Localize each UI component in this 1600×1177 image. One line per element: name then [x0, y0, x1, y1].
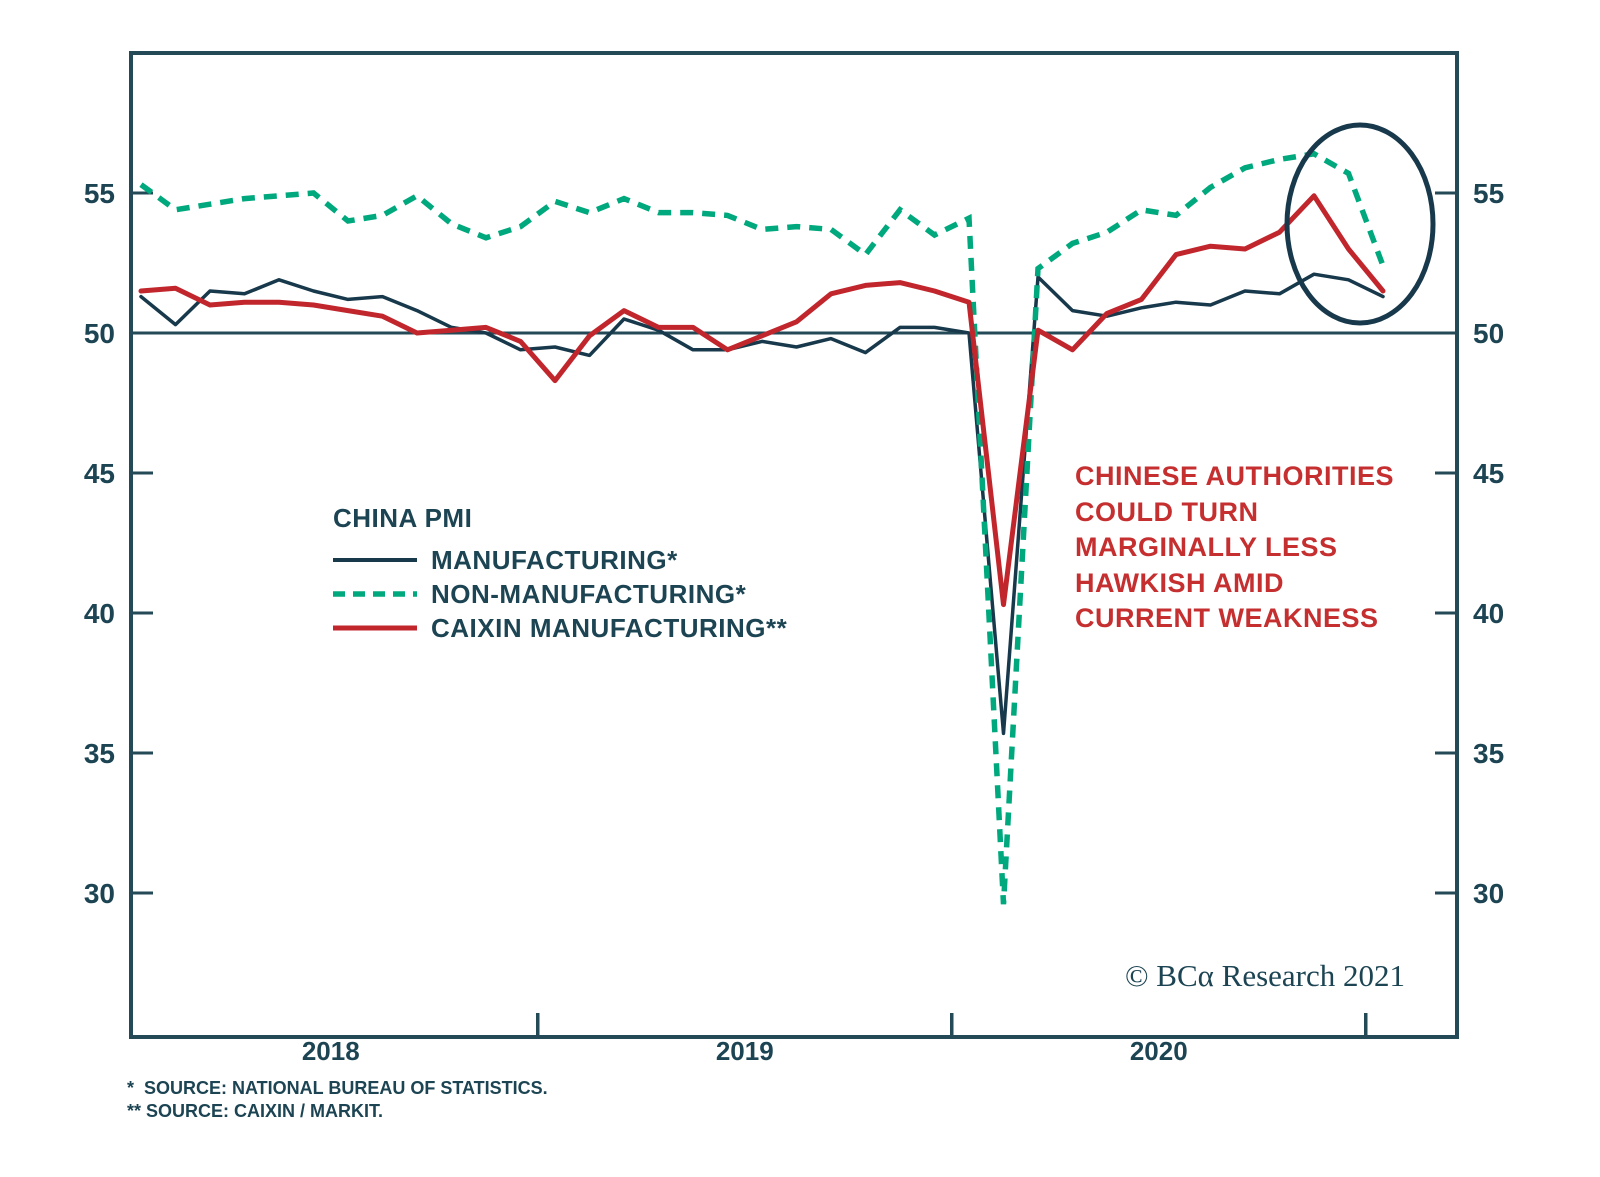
- annotation-text: CHINESE AUTHORITIES COULD TURN MARGINALL…: [1075, 459, 1394, 637]
- y-axis-label-right: 40: [1473, 598, 1504, 629]
- annotation-line: CHINESE AUTHORITIES: [1075, 461, 1395, 491]
- y-axis-label-left: 30: [84, 878, 115, 909]
- x-axis-year-label: 2020: [1130, 1036, 1188, 1066]
- annotation-line: COULD TURN: [1075, 496, 1259, 527]
- legend-item-caixin-manufacturing: CAIXIN MANUFACTURING**: [333, 611, 787, 645]
- plot-border: [129, 51, 1459, 1039]
- annotation-line: MARGINALLY LESS: [1075, 532, 1338, 562]
- footnote-source-caixin: ** SOURCE: CAIXIN / MARKIT.: [127, 1101, 384, 1121]
- y-axis-label-right: 55: [1473, 178, 1504, 209]
- y-axis-label-right: 30: [1473, 878, 1504, 909]
- y-axis-label-right: 50: [1473, 318, 1504, 349]
- x-axis-year-label: 2019: [716, 1036, 774, 1066]
- footnote-source-nbs: * SOURCE: NATIONAL BUREAU OF STATISTICS.: [127, 1078, 548, 1098]
- series-line-non-manufacturing: [139, 150, 1386, 905]
- y-axis-label-left: 50: [84, 318, 115, 349]
- source-footnotes: * SOURCE: NATIONAL BUREAU OF STATISTICS.…: [127, 1077, 548, 1123]
- legend-label-caixin-manufacturing: CAIXIN MANUFACTURING**: [431, 612, 788, 643]
- legend-line-sample-caixin-manufacturing: [333, 625, 417, 631]
- series-line-caixin-manufacturing: [138, 193, 1386, 608]
- bca-research-watermark: © BCα Research 2021: [1125, 958, 1405, 993]
- series-line-manufacturing: [139, 272, 1385, 736]
- y-axis-label-right: 45: [1473, 458, 1504, 489]
- legend-label-manufacturing: MANUFACTURING*: [431, 544, 678, 575]
- legend-item-manufacturing: MANUFACTURING*: [333, 543, 787, 577]
- legend-line-sample-non-manufacturing: [333, 591, 417, 597]
- annotation-line: HAWKISH AMID: [1075, 567, 1284, 598]
- legend-item-non-manufacturing: NON-MANUFACTURING*: [333, 577, 787, 611]
- y-axis-label-left: 55: [84, 178, 115, 209]
- highlight-circle: [1284, 122, 1436, 326]
- legend-title: CHINA PMI: [333, 503, 473, 533]
- y-axis-label-right: 35: [1473, 738, 1504, 769]
- annotation-line: CURRENT WEAKNESS: [1075, 603, 1379, 633]
- x-axis-year-label: 2018: [302, 1036, 360, 1066]
- y-axis-label-left: 45: [84, 458, 115, 489]
- y-axis-label-left: 40: [84, 598, 115, 629]
- y-axis-label-left: 35: [84, 738, 115, 769]
- legend-label-non-manufacturing: NON-MANUFACTURING*: [431, 578, 747, 609]
- legend-line-sample-manufacturing: [333, 558, 417, 562]
- chart-legend: CHINA PMI MANUFACTURING* NON-MANUFACTURI…: [333, 503, 787, 645]
